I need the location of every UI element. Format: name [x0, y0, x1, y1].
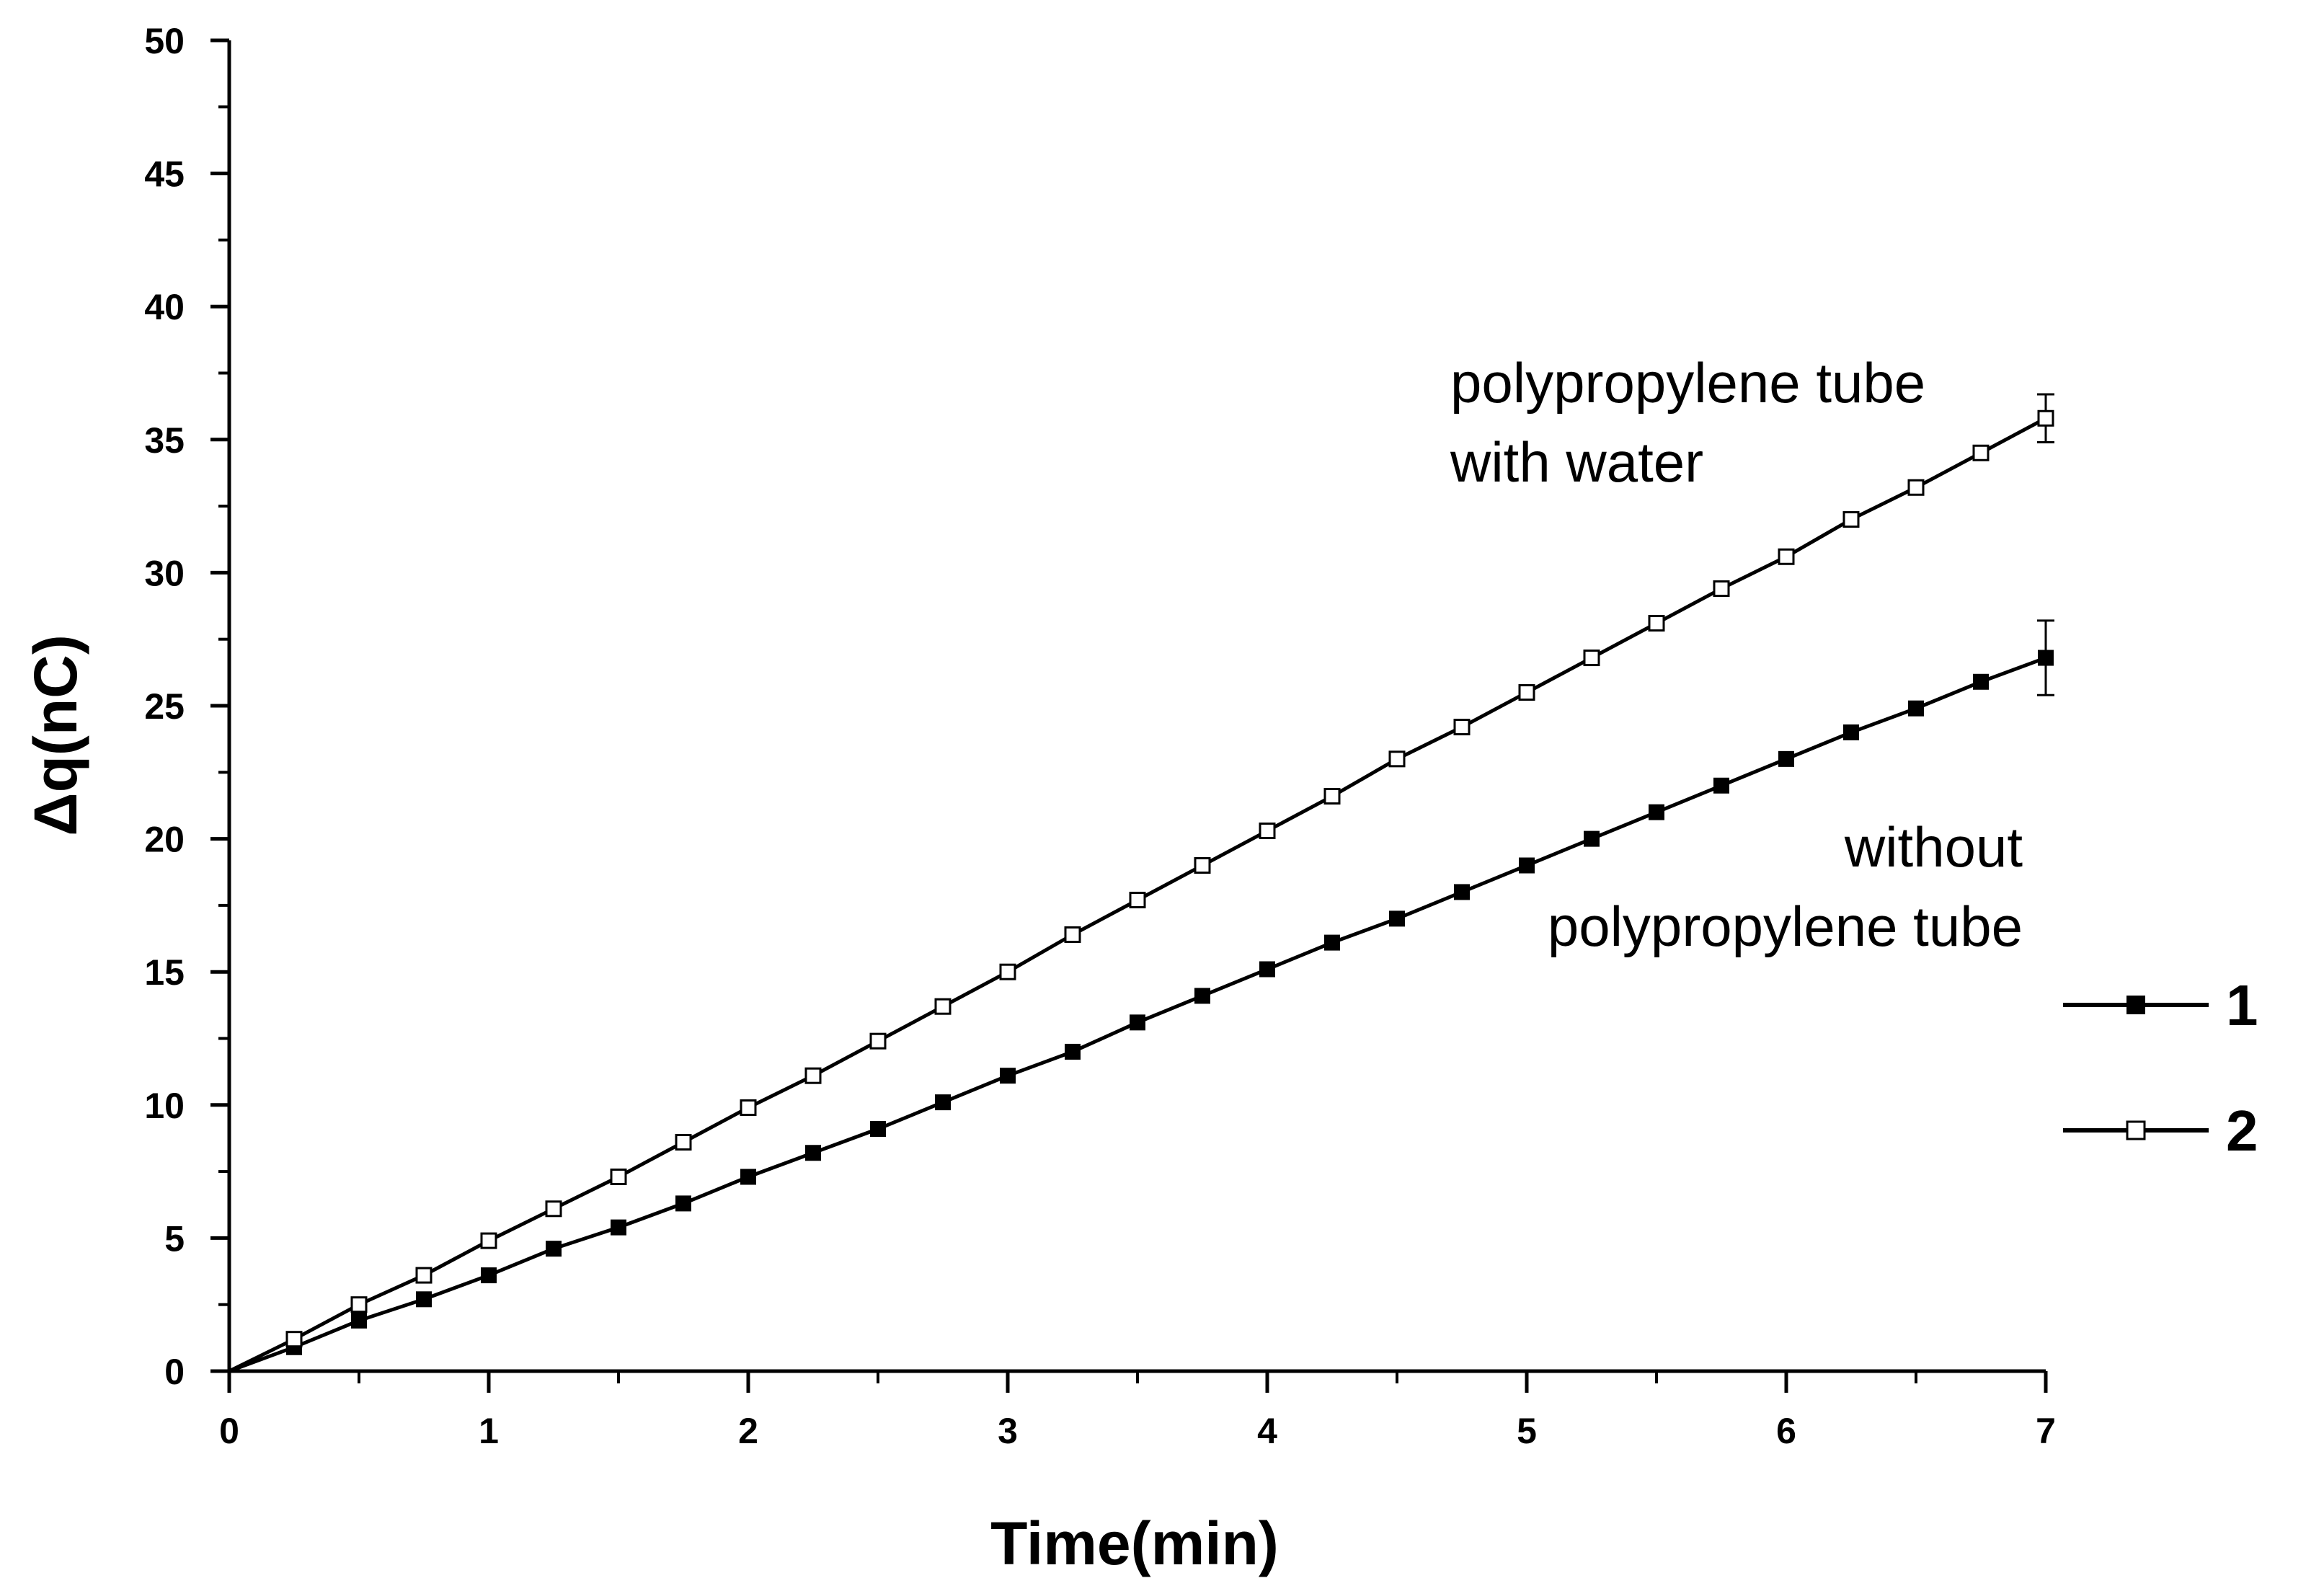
y-tick-label-5: 5 — [164, 1218, 185, 1259]
legend-label-series-1: 1 — [2226, 973, 2258, 1037]
y-tick-label-45: 45 — [144, 154, 185, 195]
series-1-point — [351, 1312, 367, 1329]
series-2-point — [869, 1032, 887, 1050]
y-tick-label-15: 15 — [144, 952, 185, 993]
x-tick-label-5: 5 — [1517, 1411, 1537, 1451]
y-tick-label-0: 0 — [164, 1352, 185, 1392]
series-1-point — [1843, 724, 1859, 740]
series-1-point — [611, 1219, 626, 1236]
series-2-point — [1907, 479, 1925, 496]
plot-lines — [228, 393, 2054, 1373]
y-tick-label-20: 20 — [144, 820, 185, 860]
series-2-point — [804, 1067, 822, 1084]
series-1-point — [935, 1094, 951, 1111]
x-tick-label-2: 2 — [738, 1411, 758, 1451]
series-1-point — [1194, 988, 1210, 1004]
series-2-point — [1129, 892, 1146, 909]
y-tick-label-30: 30 — [144, 553, 185, 593]
series-1-point — [2038, 650, 2054, 666]
x-tick-label-7: 7 — [2036, 1411, 2056, 1451]
series-1-point — [1065, 1043, 1081, 1060]
series-2-point — [1453, 719, 1471, 736]
series-1-point — [675, 1195, 691, 1212]
series-2-point — [350, 1296, 368, 1313]
x-tick-label-4: 4 — [1257, 1411, 1277, 1451]
series-2-point — [675, 1133, 692, 1151]
series-1-point — [1973, 673, 1989, 690]
series-1-point — [870, 1121, 886, 1138]
series-2-point — [999, 963, 1016, 980]
series-1-point — [805, 1145, 821, 1161]
series-1-point — [740, 1169, 756, 1185]
y-tick-label-50: 50 — [144, 21, 185, 61]
series-1-point — [1519, 857, 1535, 874]
y-tick-label-40: 40 — [144, 287, 185, 327]
series-2-point — [1842, 511, 1860, 528]
series-1-point — [416, 1291, 432, 1308]
annotation-series-1-line-2: polypropylene tube — [1548, 895, 2023, 958]
annotation-series-1-line-1: without — [1844, 815, 2023, 879]
series-1-point — [546, 1241, 562, 1257]
legend-marker-series-1 — [2126, 996, 2145, 1014]
annotation-series-2-line-2: with water — [1450, 430, 1703, 494]
series-1-point — [1000, 1068, 1016, 1084]
series-2-point — [545, 1200, 562, 1218]
y-tick-label-25: 25 — [144, 686, 185, 727]
series-1-point — [481, 1267, 497, 1284]
series-1-line — [229, 656, 2046, 1373]
annotation-series-2-line-1: polypropylene tube — [1450, 351, 1925, 415]
series-2-point — [1583, 650, 1600, 667]
series-1-point — [1584, 830, 1600, 847]
series-1-point — [1324, 934, 1340, 951]
x-tick-label-6: 6 — [1776, 1411, 1796, 1451]
series-2-point — [2037, 409, 2054, 427]
series-2-point — [1713, 580, 1730, 598]
x-tick-label-0: 0 — [219, 1411, 239, 1451]
series-2-point — [1778, 548, 1795, 565]
series-1-point — [1130, 1014, 1145, 1031]
series-2-point — [610, 1168, 627, 1185]
series-2-point — [1518, 684, 1535, 701]
series-1-point — [1908, 700, 1924, 717]
series-2-point — [934, 998, 952, 1015]
series-2-point — [1064, 926, 1081, 944]
legend-label-series-2: 2 — [2226, 1099, 2258, 1163]
annotations: polypropylene tube with water without po… — [1450, 351, 2023, 958]
series-2-point — [285, 1331, 303, 1348]
y-axis-title: Δq(nC) — [22, 634, 89, 836]
series-1-point — [1454, 884, 1470, 900]
series-1-point — [1259, 961, 1275, 978]
series-1-point — [1649, 804, 1664, 820]
series-1-point — [1713, 777, 1729, 794]
x-axis-title: Time(min) — [990, 1510, 1279, 1577]
series-2-point — [1259, 823, 1276, 840]
series-2-point — [1648, 615, 1665, 632]
series-2-point — [1388, 750, 1406, 768]
x-tick-label-1: 1 — [479, 1411, 499, 1451]
series-2-point — [1972, 444, 1990, 461]
x-tick-label-3: 3 — [998, 1411, 1018, 1451]
series-2-point — [740, 1099, 757, 1116]
series-2-point — [1194, 857, 1211, 874]
series-2-point — [1323, 788, 1341, 805]
series-2-point — [415, 1267, 433, 1284]
legend: 1 2 — [2063, 973, 2258, 1163]
series-2-point — [480, 1232, 497, 1249]
legend-marker-series-2 — [2126, 1120, 2146, 1140]
y-tick-label-35: 35 — [144, 420, 185, 461]
series-1-point — [1778, 750, 1794, 767]
series-1-point — [1389, 910, 1405, 927]
plot-markers — [285, 409, 2054, 1355]
y-tick-label-10: 10 — [144, 1086, 185, 1126]
